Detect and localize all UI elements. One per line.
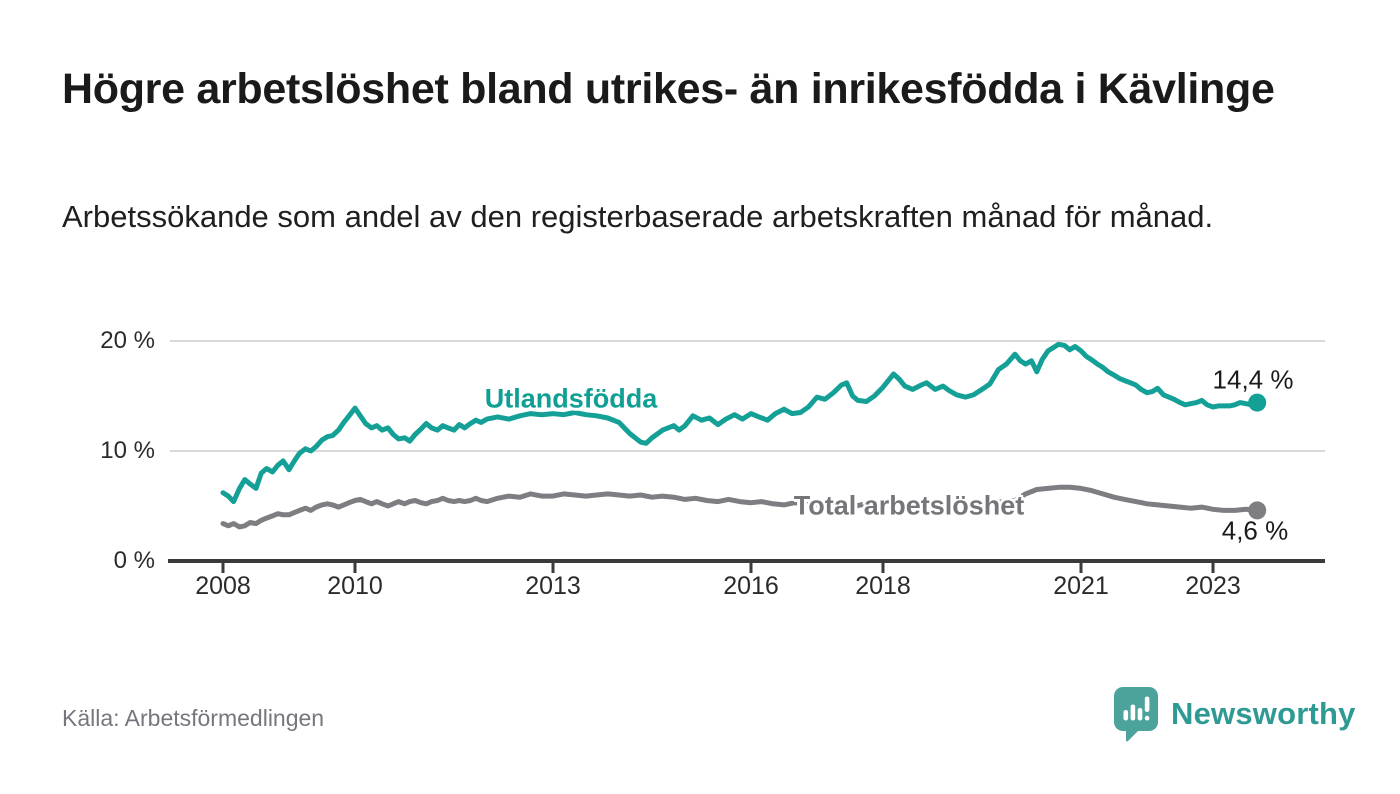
source-attribution: Källa: Arbetsförmedlingen — [62, 705, 325, 731]
value-label-total-arbetsloshet: 4,6 % — [1221, 515, 1289, 546]
y-axis-tick-label: 20 % — [100, 327, 155, 354]
page-title: Högre arbetslöshet bland utrikes- än inr… — [62, 65, 1275, 113]
series-label-total-arbetsloshet: Total arbetslöshet — [793, 490, 1025, 521]
brand-logo: Newsworthy — [1113, 686, 1356, 742]
series-end-dot-1 — [1248, 501, 1267, 520]
page-subtitle: Arbetssökande som andel av den registerb… — [62, 199, 1214, 234]
brand-name: Newsworthy — [1171, 696, 1356, 731]
series-line-1 — [220, 484, 1260, 530]
value-label-utlandsfodda: 14,4 % — [1212, 364, 1294, 395]
map-pin-bar-chart-icon — [1114, 687, 1158, 742]
x-axis-tick-label: 2021 — [1053, 572, 1109, 600]
series-label-utlandsfodda: Utlandsfödda — [484, 383, 658, 414]
series-line-0 — [220, 341, 1260, 505]
x-axis-tick-label: 2008 — [195, 572, 251, 600]
y-axis-tick-label: 10 % — [100, 437, 155, 464]
x-axis-tick-label: 2013 — [525, 572, 581, 600]
x-axis-tick-label: 2010 — [327, 572, 383, 600]
x-axis-tick-label: 2018 — [855, 572, 911, 600]
x-axis-tick-label: 2016 — [723, 572, 779, 600]
series-end-dot-0 — [1248, 393, 1267, 412]
x-axis-tick-label: 2023 — [1185, 572, 1241, 600]
y-axis-tick-label: 0 % — [113, 547, 155, 574]
